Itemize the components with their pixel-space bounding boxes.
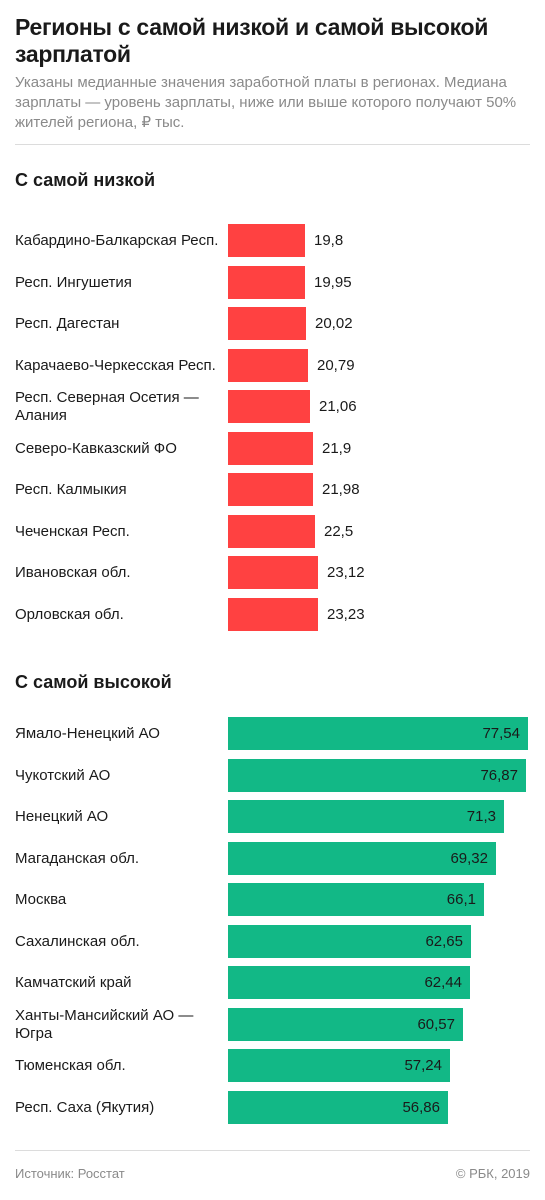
value-label: 23,12 (327, 564, 365, 581)
value-label: 56,86 (402, 1099, 440, 1116)
chart-title: Регионы с самой низкой и самой высокой з… (15, 14, 489, 67)
category-label: Ненецкий АО (15, 807, 109, 825)
value-label: 23,23 (327, 606, 365, 623)
bar-high (228, 883, 484, 916)
bar-low (228, 473, 313, 506)
value-label: 19,95 (314, 274, 352, 291)
category-label: Сахалинская обл. (15, 932, 140, 950)
value-label: 21,06 (319, 398, 357, 415)
category-label: Респ. Саха (Якутия) (15, 1098, 155, 1116)
source-note: Источник: Росстат (15, 1166, 125, 1181)
chart-subtitle: Указаны медианные значения заработной пл… (15, 74, 517, 131)
section-title-low: С самой низкой (15, 170, 156, 190)
bar-high (228, 966, 470, 999)
category-label: Респ. Калмыкия (15, 480, 127, 498)
category-label: Чеченская Респ. (15, 522, 130, 540)
category-label: Респ. Ингушетия (15, 273, 132, 291)
category-label: Респ. Северная Осетия — Алания (15, 388, 199, 424)
bar-low (228, 224, 305, 257)
bar-low (228, 515, 315, 548)
category-label: Орловская обл. (15, 605, 124, 623)
category-label: Москва (15, 890, 67, 908)
value-label: 19,8 (314, 232, 344, 249)
bar-high (228, 925, 471, 958)
bar-high (228, 1049, 450, 1082)
bar-low (228, 266, 305, 299)
value-label: 69,32 (450, 850, 488, 867)
bar-high (228, 800, 504, 833)
bar-low (228, 432, 313, 465)
value-label: 20,79 (317, 357, 355, 374)
copyright-note: © РБК, 2019 (455, 1166, 530, 1181)
category-label: Ивановская обл. (15, 563, 131, 581)
category-label: Ямало-Ненецкий АО (15, 724, 160, 742)
value-label: 71,3 (466, 808, 496, 825)
bar-low (228, 556, 318, 589)
value-label: 62,44 (424, 974, 462, 991)
value-label: 60,57 (417, 1016, 455, 1033)
bar-low (228, 598, 318, 631)
footer-divider (15, 1150, 530, 1151)
bar-high (228, 759, 526, 792)
value-label: 22,5 (324, 523, 354, 540)
bar-high (228, 1008, 463, 1041)
value-label: 66,1 (446, 891, 476, 908)
category-label: Северо-Кавказский ФО (15, 439, 177, 457)
bar-high (228, 842, 496, 875)
category-label: Камчатский край (15, 973, 132, 991)
value-label: 77,54 (482, 725, 520, 742)
category-label: Чукотский АО (15, 766, 111, 784)
header-divider (15, 144, 530, 145)
category-label: Ханты-Мансийский АО — Югра (15, 1006, 194, 1042)
bar-low (228, 390, 310, 423)
category-label: Респ. Дагестан (15, 314, 120, 332)
value-label: 62,65 (425, 933, 463, 950)
value-label: 20,02 (315, 315, 353, 332)
bar-low (228, 307, 306, 340)
value-label: 21,9 (322, 440, 352, 457)
bar-high (228, 717, 528, 750)
value-label: 21,98 (322, 481, 360, 498)
category-label: Магаданская обл. (15, 849, 140, 867)
value-label: 57,24 (404, 1057, 442, 1074)
bar-high (228, 1091, 448, 1124)
category-label: Тюменская обл. (15, 1056, 126, 1074)
bar-low (228, 349, 308, 382)
category-label: Карачаево-Черкесская Респ. (15, 356, 216, 374)
section-title-high: С самой высокой (15, 672, 172, 692)
category-label: Кабардино-Балкарская Респ. (15, 231, 219, 249)
value-label: 76,87 (480, 767, 518, 784)
